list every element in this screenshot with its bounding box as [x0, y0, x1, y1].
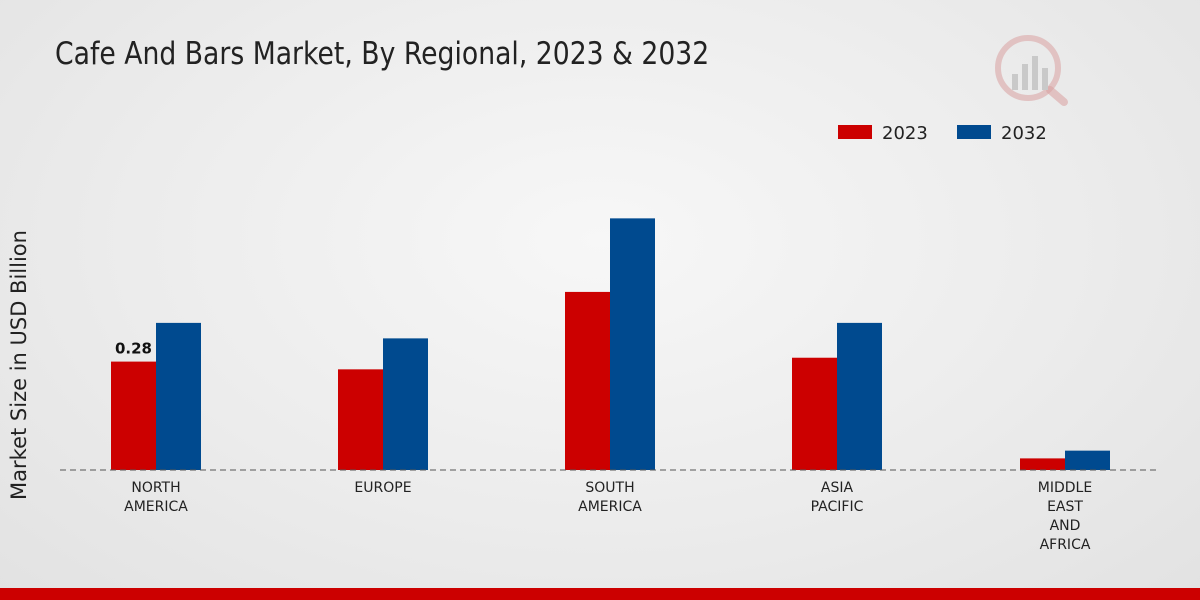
chart-title: Cafe And Bars Market, By Regional, 2023 …: [55, 36, 710, 72]
legend-label-2032: 2032: [1001, 123, 1047, 144]
bar-2032-asia-pacific: [837, 322, 882, 470]
bar-2023-middle-east-and-africa: [1020, 458, 1065, 470]
bar-2032-europe: [383, 338, 428, 470]
legend-swatch-2032: [957, 125, 991, 139]
bar-2023-south-america: [565, 291, 610, 470]
legend-label-2023: 2023: [882, 123, 928, 144]
bar-2032-north-america: [156, 322, 201, 470]
data-labels: 0.28: [115, 340, 152, 358]
x-tick-label: NORTH AMERICA: [124, 480, 188, 515]
bars-group: [111, 218, 1110, 470]
x-tick-label: ASIA PACIFIC: [811, 480, 864, 515]
x-tick-labels: NORTH AMERICA EUROPE SOUTH AMERICA ASIA PACIFI…: [124, 480, 1092, 553]
legend: 2023 2032: [838, 123, 1047, 144]
x-tick-label: MIDDLE EAST AND AFRICA: [1038, 480, 1092, 553]
footer-bar: [0, 588, 1200, 600]
watermark-logo-icon: [995, 35, 1068, 106]
legend-swatch-2023: [838, 125, 872, 139]
bar-2032-middle-east-and-africa: [1065, 450, 1110, 470]
y-axis-label: Market Size in USD Billion: [7, 230, 31, 500]
x-tick-label: SOUTH AMERICA: [578, 480, 642, 515]
data-label: 0.28: [115, 340, 152, 358]
x-tick-label: EUROPE: [354, 480, 411, 496]
bar-2023-europe: [338, 369, 383, 470]
bar-2023-north-america: [111, 361, 156, 470]
bar-2032-south-america: [610, 218, 655, 470]
bar-2023-asia-pacific: [792, 357, 837, 470]
